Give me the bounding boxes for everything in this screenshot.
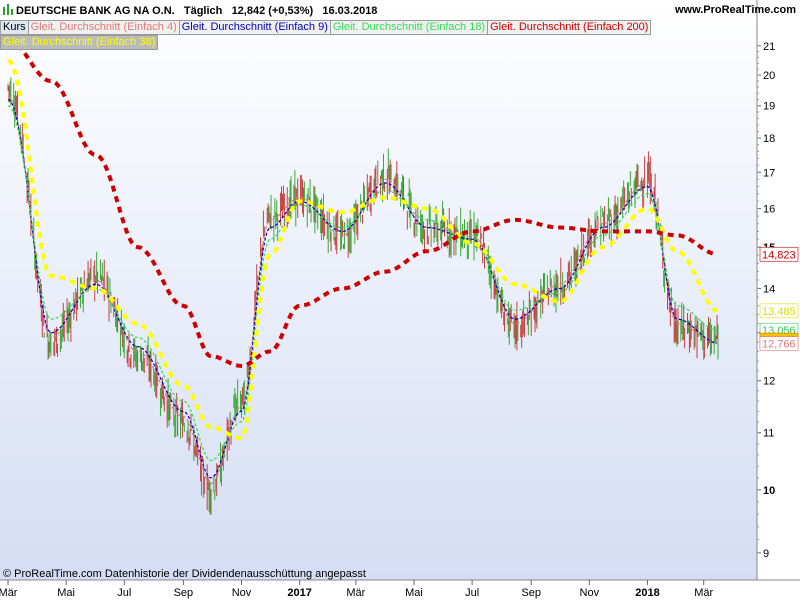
price-tag-label: 12,766 [762,339,796,351]
site-url[interactable]: www.ProRealTime.com [674,4,796,16]
y-tick-label: 11 [763,428,774,440]
series-line-9 [7,98,718,479]
last-price: 12,842 (+0,53%) [231,5,314,17]
legend-kurs[interactable]: Kurs [0,20,29,35]
legend-sma-9[interactable]: Gleit. Durchschnitt (Einfach 9) [178,20,331,35]
x-tick-label: Nov [232,587,252,599]
series-line-38 [7,58,718,441]
price-tag-box [759,336,799,351]
chart-date: 16.03.2018 [322,5,378,17]
chart-header: DEUTSCHE BANK AG NA O.N. Täglich 12,842 … [3,4,377,17]
y-tick-label: 19 [763,101,775,113]
x-tick-label: Sep [521,587,541,599]
x-tick-label: Mär [694,587,713,599]
footer-note: © ProRealTime.com Datenhistorie der Divi… [3,568,366,580]
chart-icon [3,4,13,15]
x-tick-label: Mai [405,587,423,599]
y-tick-label: 17 [763,167,775,179]
legend-sma-38[interactable]: Gleit. Durchschnitt (Einfach 38) [0,35,159,50]
series-line-200 [7,38,718,368]
price-tag-label: 14,823 [762,249,796,261]
y-tick-label: 12 [763,376,775,388]
x-tick-label: Jul [465,587,479,599]
y-tick-label: 9 [763,548,769,560]
x-tick-label: Mai [57,587,75,599]
x-tick-label: 2018 [635,587,659,599]
legend-sma-200[interactable]: Gleit. Durchschnitt (Einfach 200) [487,20,652,35]
plot-area [7,38,719,515]
price-tag-box [759,303,799,319]
price-tag-label: 13,485 [762,306,796,318]
x-tick-label: 2017 [287,587,311,599]
x-tick-label: Sep [174,587,194,599]
period: Täglich [183,5,223,17]
series-line-18 [7,105,718,462]
legend-sma-4[interactable]: Gleit. Durchschnitt (Einfach 4) [27,20,180,35]
y-tick-label: 20 [763,70,775,82]
legend-sma-18[interactable]: Gleit. Durchschnitt (Einfach 18) [329,20,489,35]
x-tick-label: Mär [346,587,365,599]
y-tick-label: 16 [763,204,775,216]
x-tick-label: Mär [0,587,18,599]
x-tick-label: Jul [117,587,131,599]
x-tick-label: Nov [580,587,600,599]
legend-row-2: Gleit. Durchschnitt (Einfach 38) [0,35,159,50]
y-tick-label: 10 [763,485,775,497]
legend-row-1: Kurs Gleit. Durchschnitt (Einfach 4) Gleit… [0,20,652,35]
plot-background [0,0,757,580]
y-tick-label: 18 [763,133,775,145]
y-tick-label: 14 [763,283,775,295]
y-tick-label: 21 [763,41,775,53]
price-tag-box [759,246,799,262]
instrument-name: DEUTSCHE BANK AG NA O.N. [16,5,175,17]
